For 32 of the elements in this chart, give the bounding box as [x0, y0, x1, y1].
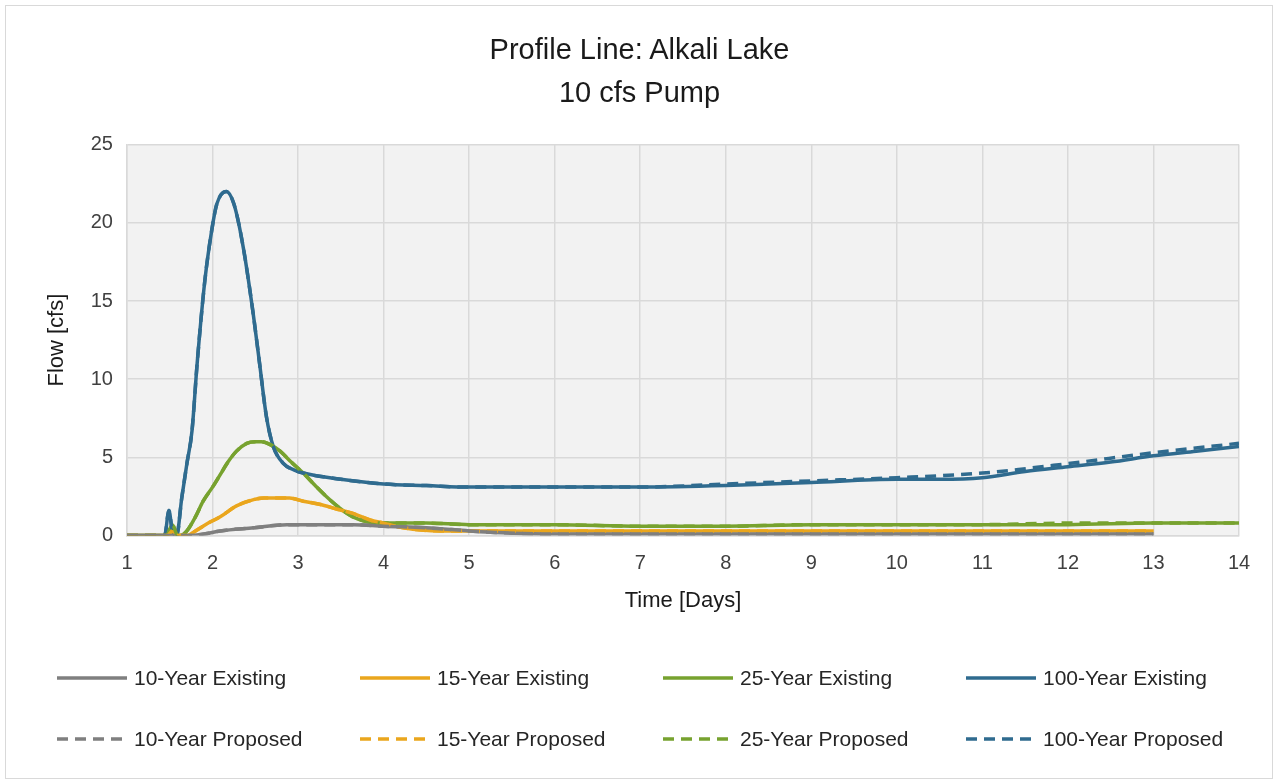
- y-tick-label: 10: [90, 366, 113, 389]
- legend-label: 100-Year Existing: [1043, 665, 1207, 690]
- legend-label: 10-Year Proposed: [134, 726, 303, 751]
- legend-label: 100-Year Proposed: [1043, 726, 1224, 751]
- x-tick-label: 8: [720, 551, 732, 574]
- y-tick-label: 5: [101, 444, 113, 467]
- x-tick-label: 2: [206, 551, 219, 574]
- x-tick-label: 6: [549, 551, 561, 574]
- x-tick-label: 10: [885, 551, 908, 574]
- y-tick-label: 15: [90, 288, 113, 311]
- chart-title: Profile Line: Alkali Lake: [489, 33, 790, 66]
- y-tick-label: 20: [90, 210, 113, 233]
- y-axis-title: Flow [cfs]: [43, 293, 69, 387]
- x-tick-label: 13: [1142, 551, 1165, 574]
- x-tick-label: 9: [805, 551, 817, 574]
- legend-label: 10-Year Existing: [134, 665, 287, 690]
- x-tick-label: 1: [121, 551, 133, 574]
- x-tick-label: 14: [1227, 551, 1251, 574]
- y-tick-label: 0: [101, 523, 113, 546]
- x-axis-title: Time [Days]: [624, 586, 742, 612]
- x-tick-label: 4: [378, 551, 390, 574]
- x-tick-label: 7: [634, 551, 646, 574]
- legend-label: 25-Year Proposed: [740, 726, 909, 751]
- x-tick-label: 3: [292, 551, 304, 574]
- y-tick-label: 25: [90, 132, 113, 155]
- x-tick-label: 5: [463, 551, 475, 574]
- legend-label: 25-Year Existing: [740, 665, 893, 690]
- legend-label: 15-Year Existing: [437, 665, 590, 690]
- x-tick-label: 12: [1056, 551, 1080, 574]
- legend-label: 15-Year Proposed: [437, 726, 606, 751]
- chart-subtitle: 10 cfs Pump: [558, 76, 721, 109]
- x-tick-label: 11: [972, 551, 993, 574]
